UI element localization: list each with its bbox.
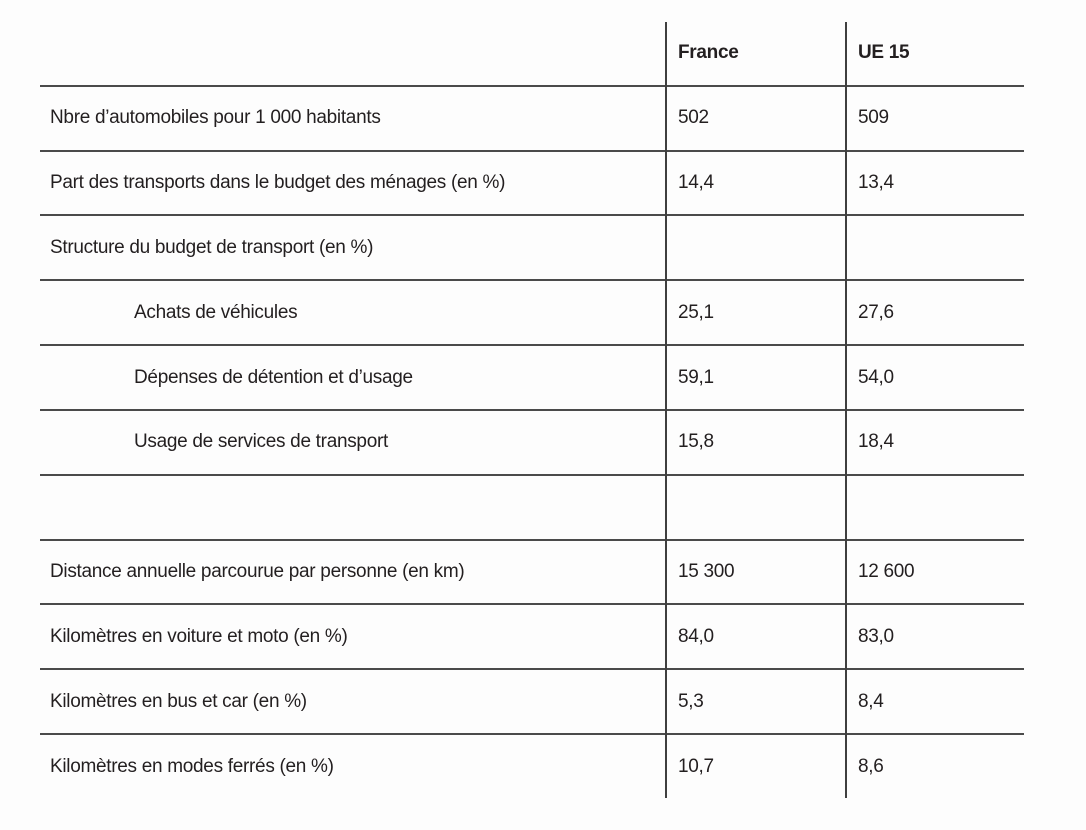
- row-label: Kilomètres en bus et car (en %): [50, 690, 307, 712]
- column-header-ue15: UE 15: [858, 42, 910, 64]
- ue15-value: 18,4: [858, 431, 894, 453]
- table-row: Achats de véhicules 25,1 27,6: [40, 281, 1024, 347]
- table-row: Kilomètres en voiture et moto (en %) 84,…: [40, 605, 1024, 671]
- table-row: Kilomètres en bus et car (en %) 5,3 8,4: [40, 670, 1024, 736]
- france-value: 59,1: [678, 366, 714, 388]
- table-row: Dépenses de détention et d’usage 59,1 54…: [40, 346, 1024, 411]
- row-label: Usage de services de transport: [134, 431, 388, 453]
- table-row: Distance annuelle parcourue par personne…: [40, 541, 1024, 606]
- ue15-value: 12 600: [858, 561, 915, 583]
- ue15-value: 54,0: [858, 366, 894, 388]
- row-label: Distance annuelle parcourue par personne…: [50, 561, 465, 583]
- row-label: Structure du budget de transport (en %): [50, 236, 374, 258]
- table-row: Usage de services de transport 15,8 18,4: [40, 411, 1024, 476]
- column-divider-france: [665, 22, 667, 798]
- france-value: 15,8: [678, 431, 714, 453]
- france-value: 84,0: [678, 625, 714, 647]
- ue15-value: 83,0: [858, 625, 894, 647]
- table-row: Kilomètres en modes ferrés (en %) 10,7 8…: [40, 735, 1024, 798]
- transport-stats-table: France UE 15 Nbre d’automobiles pour 1 0…: [40, 22, 1024, 798]
- row-label: Nbre d’automobiles pour 1 000 habitants: [50, 107, 381, 129]
- france-value: 502: [678, 107, 709, 129]
- ue15-value: 509: [858, 107, 889, 129]
- ue15-value: 8,6: [858, 755, 884, 777]
- france-value: 15 300: [678, 561, 735, 583]
- table-row: Structure du budget de transport (en %): [40, 216, 1024, 282]
- table-row: Part des transports dans le budget des m…: [40, 152, 1024, 217]
- row-label: Achats de véhicules: [134, 301, 298, 323]
- ue15-value: 27,6: [858, 301, 894, 323]
- france-value: 14,4: [678, 172, 714, 194]
- column-header-france: France: [678, 42, 739, 64]
- row-label: Part des transports dans le budget des m…: [50, 172, 506, 194]
- table-row: Nbre d’automobiles pour 1 000 habitants …: [40, 87, 1024, 152]
- france-value: 10,7: [678, 755, 714, 777]
- france-value: 25,1: [678, 301, 714, 323]
- france-value: 5,3: [678, 690, 704, 712]
- table-header-row: France UE 15: [40, 22, 1024, 87]
- row-label: Dépenses de détention et d’usage: [134, 366, 413, 388]
- table-row-empty-spacer: [40, 476, 1024, 541]
- row-label: Kilomètres en voiture et moto (en %): [50, 625, 348, 647]
- column-divider-ue15: [845, 22, 847, 798]
- ue15-value: 8,4: [858, 690, 884, 712]
- row-label: Kilomètres en modes ferrés (en %): [50, 755, 334, 777]
- ue15-value: 13,4: [858, 172, 894, 194]
